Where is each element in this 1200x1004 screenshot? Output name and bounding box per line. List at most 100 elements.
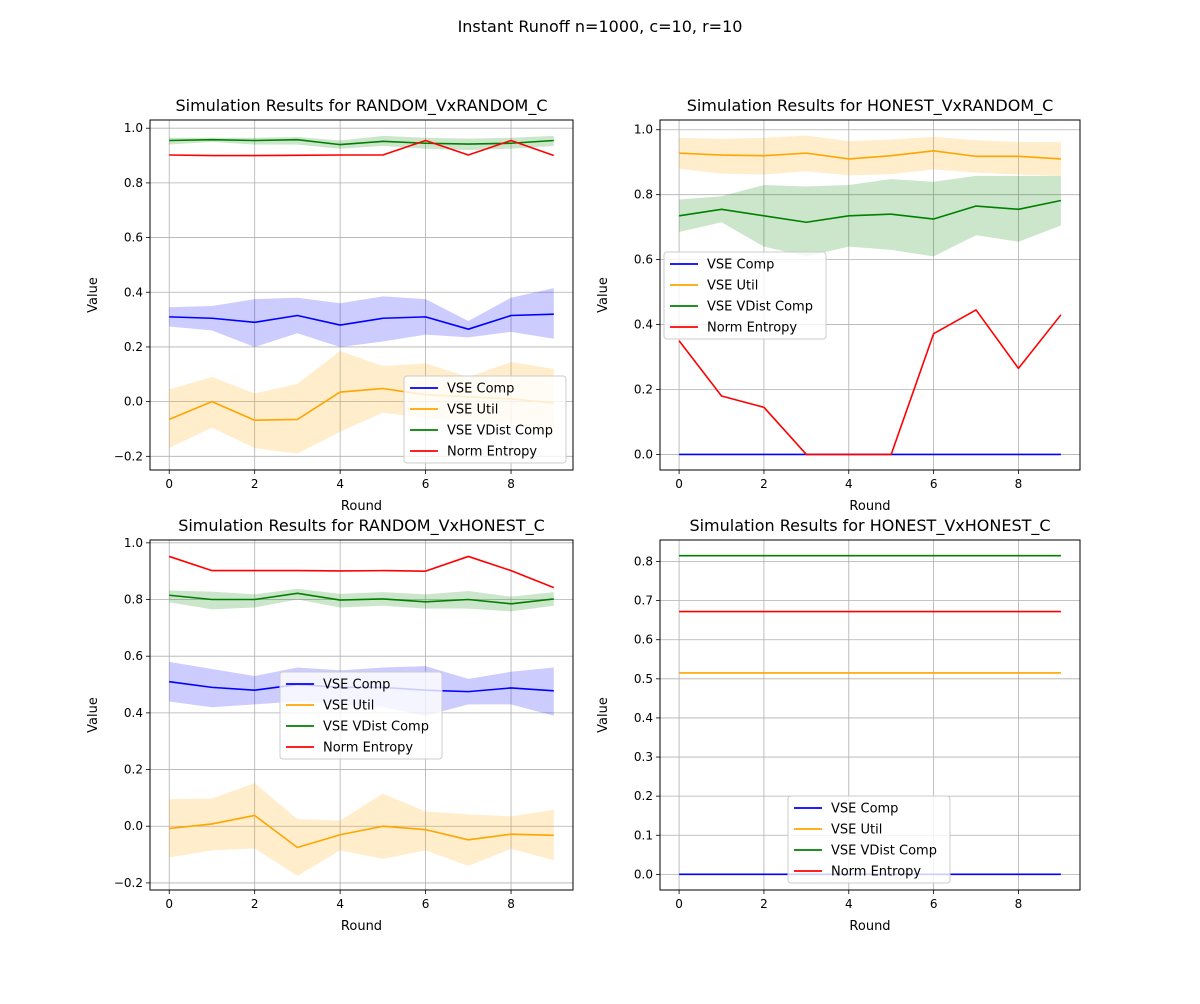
- x-tick-label: 2: [760, 477, 768, 491]
- subplot-2: 0 2 4 6 8 0.0 0.2 0.4 0.6 0.8 1.0 Simulation Result…: [596, 96, 1081, 514]
- legend-box: [279, 671, 443, 760]
- y-tick-label: 0.8: [634, 555, 653, 569]
- x-tick-label: 8: [507, 897, 515, 911]
- series-line-norm-entropy: [678, 309, 1062, 456]
- x-tick-label: 0: [165, 897, 173, 911]
- legend-label-norm-entropy: Norm Entropy: [323, 741, 413, 756]
- y-tick-label: 0.1: [634, 828, 653, 842]
- x-tick-label: 2: [251, 477, 259, 491]
- legend-label-vse-util: VSE Util: [707, 279, 758, 294]
- y-tick-label: 0.4: [634, 318, 653, 332]
- y-axis-label: Value: [86, 277, 101, 313]
- subplot-4: 0 2 4 6 8 0.0 0.1 0.2 0.3 0.4 0.5 0.6 0.7 0.8 Simulati…: [596, 516, 1081, 934]
- legend-label-vse-vdist-comp: VSE VDist Comp: [707, 300, 813, 315]
- subplot-1: 0 2 4 6 8 −0.2 0.0 0.2 0.4 0.6 0.8 1.0 Simulation Re…: [86, 96, 574, 514]
- y-tick-label: −0.2: [114, 876, 143, 890]
- legend-label-norm-entropy: Norm Entropy: [707, 321, 797, 336]
- legend: VSE Comp VSE Util VSE VDist Comp Norm Entro…: [787, 795, 951, 884]
- y-tick-label: 0.0: [634, 867, 653, 881]
- y-tick-label: 1.0: [634, 123, 653, 137]
- y-tick-label: 0.2: [634, 382, 653, 396]
- y-tick-label: 0.8: [124, 176, 143, 190]
- legend-label-vse-vdist-comp: VSE VDist Comp: [323, 720, 429, 735]
- legend-label-vse-util: VSE Util: [447, 403, 498, 418]
- x-tick-label: 0: [675, 897, 683, 911]
- legend-box: [403, 375, 567, 464]
- x-tick-label: 8: [1015, 897, 1023, 911]
- x-axis-label: Round: [849, 919, 890, 934]
- x-tick-label: 4: [336, 477, 344, 491]
- series-line-vse-util: [169, 814, 554, 849]
- x-axis-label: Round: [341, 919, 382, 934]
- y-tick-label: 0.6: [634, 253, 653, 267]
- series-line-vse-util: [679, 150, 1061, 160]
- legend-label-vse-comp: VSE Comp: [707, 258, 774, 273]
- series-line-vse-vdist-comp: [169, 138, 554, 146]
- x-tick-label: 6: [422, 477, 430, 491]
- legend-label-norm-entropy: Norm Entropy: [831, 865, 921, 880]
- legend: VSE Comp VSE Util VSE VDist Comp Norm Entro…: [279, 671, 443, 760]
- subplot-3: 0 2 4 6 8 −0.2 0.0 0.2 0.4 0.6 0.8 1.0 Simulation Re…: [86, 516, 574, 934]
- series-line-vse-vdist-comp: [678, 199, 1062, 224]
- band-vse-comp: [169, 288, 554, 347]
- axes-frame: [149, 119, 574, 471]
- y-tick-label: 0.6: [634, 633, 653, 647]
- x-tick-label: 2: [251, 897, 259, 911]
- x-axis-label: Round: [849, 499, 890, 514]
- y-tick-label: 0.4: [124, 706, 143, 720]
- x-tick-label: 6: [930, 477, 938, 491]
- legend-box: [663, 251, 827, 340]
- axes-frame: [659, 119, 1081, 471]
- y-tick-label: 0.0: [124, 819, 143, 833]
- series-line-vse-comp: [169, 313, 554, 330]
- y-tick-label: 0.8: [124, 593, 143, 607]
- y-tick-label: 0.4: [124, 285, 143, 299]
- y-tick-label: 0.5: [634, 672, 653, 686]
- x-tick-label: 0: [165, 477, 173, 491]
- axes-frame: [659, 539, 1081, 891]
- legend-label-vse-vdist-comp: VSE VDist Comp: [447, 424, 553, 439]
- y-tick-label: 0.6: [124, 231, 143, 245]
- y-tick-label: 0.8: [634, 188, 653, 202]
- x-tick-label: 0: [675, 477, 683, 491]
- x-tick-label: 6: [422, 897, 430, 911]
- band-vse-vdist-comp: [679, 175, 1061, 257]
- y-tick-label: 0.7: [634, 594, 653, 608]
- x-tick-label: 4: [845, 897, 853, 911]
- band-vse-util: [679, 135, 1061, 176]
- legend-label-vse-vdist-comp: VSE VDist Comp: [831, 844, 937, 859]
- y-tick-label: 1.0: [124, 121, 143, 135]
- legend-label-vse-comp: VSE Comp: [447, 382, 514, 397]
- x-tick-label: 4: [336, 897, 344, 911]
- series-line-norm-entropy: [169, 139, 555, 157]
- figure-title: Instant Runoff n=1000, c=10, r=10: [457, 17, 743, 36]
- y-tick-label: 0.2: [124, 763, 143, 777]
- x-tick-label: 8: [507, 477, 515, 491]
- x-axis-label: Round: [341, 499, 382, 514]
- y-tick-label: 0.3: [634, 750, 653, 764]
- legend-label-vse-comp: VSE Comp: [831, 802, 898, 817]
- x-tick-label: 6: [930, 897, 938, 911]
- y-tick-label: 0.4: [634, 711, 653, 725]
- legend-label-vse-util: VSE Util: [831, 823, 882, 838]
- y-axis-label: Value: [596, 697, 611, 733]
- y-axis-label: Value: [596, 277, 611, 313]
- y-tick-label: 0.0: [124, 395, 143, 409]
- legend-label-norm-entropy: Norm Entropy: [447, 445, 537, 460]
- legend: VSE Comp VSE Util VSE VDist Comp Norm Entro…: [403, 375, 567, 464]
- axes-frame: [149, 539, 574, 891]
- y-tick-label: 0.6: [124, 649, 143, 663]
- series-line-vse-vdist-comp: [169, 592, 554, 605]
- subplot-title: Simulation Results for RANDOM_VxRANDOM_C: [175, 96, 547, 116]
- y-tick-label: 0.2: [124, 340, 143, 354]
- y-tick-label: 0.2: [634, 789, 653, 803]
- subplot-title: Simulation Results for HONEST_VxHONEST_C: [689, 516, 1050, 536]
- legend-box: [787, 795, 951, 884]
- legend-label-vse-util: VSE Util: [323, 699, 374, 714]
- legend: VSE Comp VSE Util VSE VDist Comp Norm Entro…: [663, 251, 827, 340]
- y-tick-label: 0.0: [634, 447, 653, 461]
- x-tick-label: 2: [760, 897, 768, 911]
- y-tick-label: 1.0: [124, 536, 143, 550]
